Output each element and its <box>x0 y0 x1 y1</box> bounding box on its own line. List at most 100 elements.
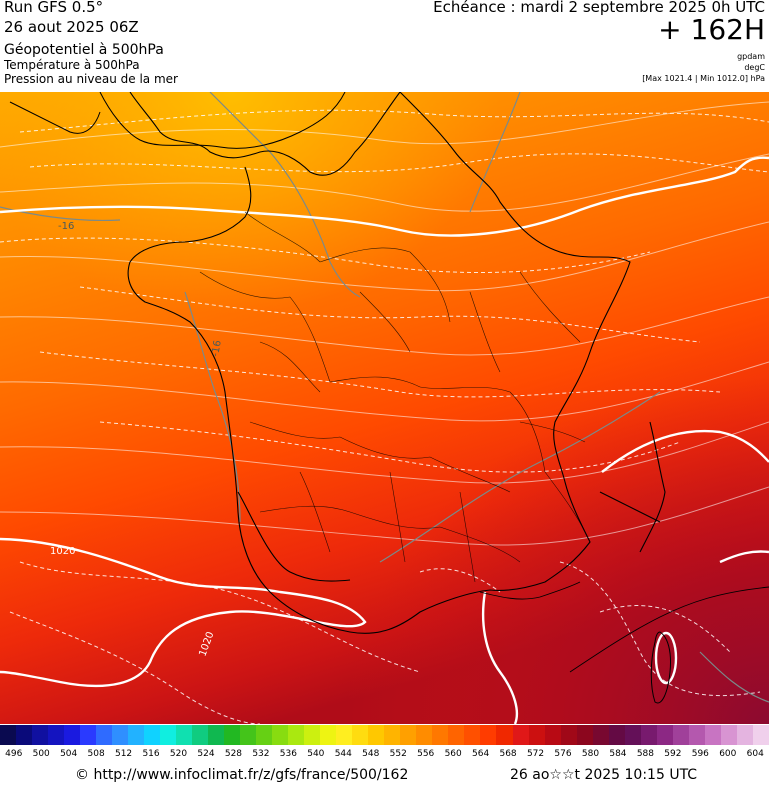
isobar-label-1: 1020 <box>50 546 75 557</box>
scale-label: 536 <box>279 749 297 759</box>
scale-cell <box>128 725 145 745</box>
unit-temperature: degC <box>744 63 765 72</box>
scale-label: 520 <box>169 749 188 759</box>
scale-label: 600 <box>719 749 737 759</box>
scale-cell <box>416 725 433 745</box>
corsica <box>650 631 671 704</box>
scale-cell <box>112 725 129 745</box>
scale-cell <box>496 725 513 745</box>
pressure-range: [Max 1021.4 | Min 1012.0] hPa <box>642 74 765 83</box>
scale-label: 512 <box>114 749 133 759</box>
scale-cell <box>192 725 209 745</box>
scale-cell <box>624 725 641 745</box>
scale-cell <box>176 725 193 745</box>
scale-cell <box>576 725 593 745</box>
scale-cell <box>704 725 721 745</box>
uk-coast <box>9 92 346 149</box>
layer-pressure: Pression au niveau de la mer <box>4 72 178 86</box>
scale-label: 564 <box>472 749 490 759</box>
scale-cell <box>448 725 465 745</box>
scale-cell <box>480 725 497 745</box>
scale-cell <box>64 725 81 745</box>
scale-cell <box>672 725 689 745</box>
scale-label: 508 <box>87 749 105 759</box>
scale-cell <box>96 725 113 745</box>
geopotential-contours <box>0 101 769 546</box>
scale-cell <box>0 725 17 745</box>
scale-cell <box>208 725 225 745</box>
run-title: Run GFS 0.5° <box>4 0 104 16</box>
layer-temperature: Température à 500hPa <box>4 58 140 72</box>
scale-cell <box>544 725 561 745</box>
isotherms-dashed <box>0 109 769 724</box>
run-date: 26 aout 2025 06Z <box>4 18 139 36</box>
weather-map: -16 -16 1020 1020 <box>0 92 769 724</box>
scale-label: 556 <box>417 749 435 759</box>
scale-cell <box>32 725 49 745</box>
scale-cell <box>432 725 449 745</box>
scale-label: 592 <box>664 749 682 759</box>
forecast-time: Echéance : mardi 2 septembre 2025 0h UTC <box>433 0 765 16</box>
scale-label: 560 <box>444 749 462 759</box>
scale-cell <box>512 725 529 745</box>
scale-label: 572 <box>526 749 545 759</box>
isobars <box>0 156 769 724</box>
scale-cell <box>560 725 577 745</box>
scale-cell <box>256 725 273 745</box>
scale-cell <box>592 725 609 745</box>
scale-cell <box>640 725 657 745</box>
scale-cell <box>400 725 417 745</box>
scale-label: 552 <box>389 749 407 759</box>
color-scale-labels: 496 500 504 508 512 516 520 524 528 532 536 540 544 5… <box>0 749 769 761</box>
isotherm-label-2: -16 <box>210 340 224 358</box>
scale-cell <box>752 725 769 745</box>
isotherm-label-1: -16 <box>58 221 74 232</box>
scale-label: 604 <box>746 749 764 759</box>
scale-cell <box>320 725 337 745</box>
scale-label: 580 <box>581 749 600 759</box>
scale-label: 540 <box>307 749 325 759</box>
scale-cell <box>272 725 289 745</box>
scale-label: 596 <box>691 749 709 759</box>
scale-label: 544 <box>334 749 352 759</box>
scale-cell <box>656 725 673 745</box>
scale-cell <box>528 725 545 745</box>
scale-label: 568 <box>499 749 517 759</box>
source-url: © http://www.infoclimat.fr/z/gfs/france/… <box>75 767 409 783</box>
scale-cell <box>688 725 705 745</box>
scale-cell <box>608 725 625 745</box>
scale-cell <box>16 725 33 745</box>
country-borders <box>127 92 666 634</box>
scale-label: 532 <box>252 749 270 759</box>
scale-label: 516 <box>142 749 160 759</box>
scale-cell <box>144 725 161 745</box>
scale-cell <box>336 725 353 745</box>
forecast-hours: + 162H <box>658 13 765 46</box>
scale-cell <box>368 725 385 745</box>
scale-cell <box>736 725 753 745</box>
scale-cell <box>224 725 241 745</box>
scale-cell <box>160 725 177 745</box>
scale-cell <box>288 725 305 745</box>
unit-geopotential: gpdam <box>737 52 765 61</box>
layer-geopotential: Géopotentiel à 500hPa <box>4 42 164 58</box>
scale-label: 496 <box>5 749 23 759</box>
scale-label: 528 <box>224 749 243 759</box>
generation-timestamp: 26 ao☆☆t 2025 10:15 UTC <box>510 767 698 783</box>
scale-label: 524 <box>197 749 215 759</box>
scale-cell <box>240 725 257 745</box>
scale-cell <box>80 725 97 745</box>
scale-cell <box>720 725 737 745</box>
scale-label: 584 <box>609 749 627 759</box>
scale-label: 504 <box>60 749 78 759</box>
scale-label: 576 <box>554 749 572 759</box>
scale-label: 548 <box>362 749 380 759</box>
color-scale <box>0 725 769 745</box>
geopotential-low-area <box>0 92 769 724</box>
department-borders <box>199 211 586 583</box>
coast-misc <box>479 581 769 673</box>
scale-cell <box>48 725 65 745</box>
scale-cell <box>352 725 369 745</box>
scale-cell <box>304 725 321 745</box>
scale-cell <box>464 725 481 745</box>
